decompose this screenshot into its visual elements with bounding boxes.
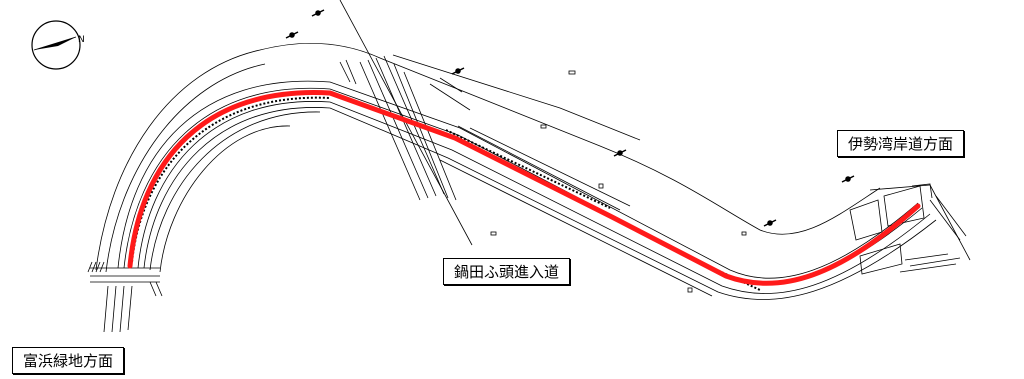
- crossing-structure: [339, 55, 471, 201]
- north-arrow-icon: N: [31, 20, 85, 70]
- north-letter: N: [78, 35, 85, 45]
- highlighted-route: [127, 90, 921, 286]
- right-end-structure: [849, 183, 967, 275]
- label-nabeta-access-road: 鍋田ふ頭進入道: [443, 258, 571, 285]
- survey-markers: [285, 9, 855, 227]
- label-tomihama-direction: 富浜緑地方面: [12, 347, 125, 374]
- road-edge-lines: [117, 80, 937, 300]
- small-rect-markers: [490, 70, 747, 293]
- intersection-lines: [87, 261, 163, 333]
- label-isewan-direction: 伊勢湾岸道方面: [837, 130, 965, 157]
